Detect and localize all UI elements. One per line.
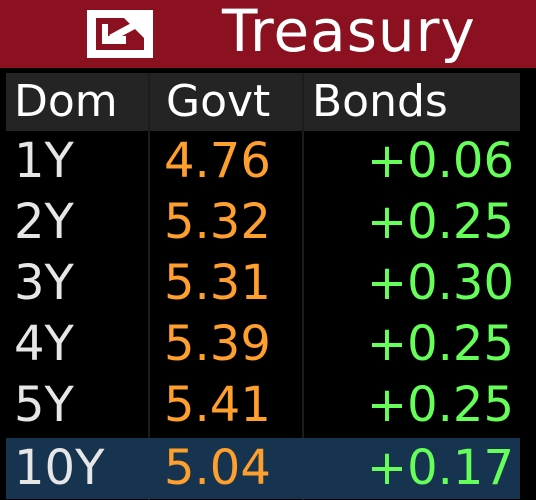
table-row-5y[interactable]: 5Y 5.41 +0.25 xyxy=(6,375,520,436)
table-row-3y[interactable]: 3Y 5.31 +0.30 xyxy=(6,253,520,314)
yield-cell: 5.39 xyxy=(164,316,271,372)
tenor-cell: 1Y xyxy=(14,133,74,189)
column-separator xyxy=(302,73,304,500)
change-cell: +0.25 xyxy=(366,377,514,433)
tenor-cell: 4Y xyxy=(14,316,74,372)
column-separator xyxy=(148,73,150,500)
yield-cell: 4.76 xyxy=(164,133,271,189)
yield-cell: 5.41 xyxy=(164,377,271,433)
change-cell: +0.06 xyxy=(366,133,514,189)
tenor-cell: 5Y xyxy=(14,377,74,433)
change-cell: +0.25 xyxy=(366,194,514,250)
yield-cell: 5.04 xyxy=(164,440,271,496)
table-row-4y[interactable]: 4Y 5.39 +0.25 xyxy=(6,314,520,375)
header-bonds: Bonds xyxy=(312,76,448,127)
table-row-2y[interactable]: 2Y 5.32 +0.25 xyxy=(6,192,520,253)
change-cell: +0.30 xyxy=(366,255,514,311)
table-row-1y[interactable]: 1Y 4.76 +0.06 xyxy=(6,131,520,192)
tenor-cell: 3Y xyxy=(14,255,74,311)
header-dom: Dom xyxy=(14,76,118,127)
change-cell: +0.25 xyxy=(366,316,514,372)
yield-cell: 5.32 xyxy=(164,194,271,250)
tenor-cell: 10Y xyxy=(14,440,105,496)
change-cell: +0.17 xyxy=(366,440,514,496)
title-bar: Treasury xyxy=(0,0,536,68)
tenor-cell: 2Y xyxy=(14,194,74,250)
table-row-10y[interactable]: 10Y 5.04 +0.17 xyxy=(6,438,520,499)
table-header: Dom Govt Bonds xyxy=(6,73,520,131)
window-title: Treasury xyxy=(222,0,476,65)
popout-icon[interactable] xyxy=(84,7,156,61)
bond-table: Dom Govt Bonds 1Y 4.76 +0.06 2Y 5.32 +0.… xyxy=(0,68,536,500)
header-govt: Govt xyxy=(166,76,271,127)
yield-cell: 5.31 xyxy=(164,255,271,311)
